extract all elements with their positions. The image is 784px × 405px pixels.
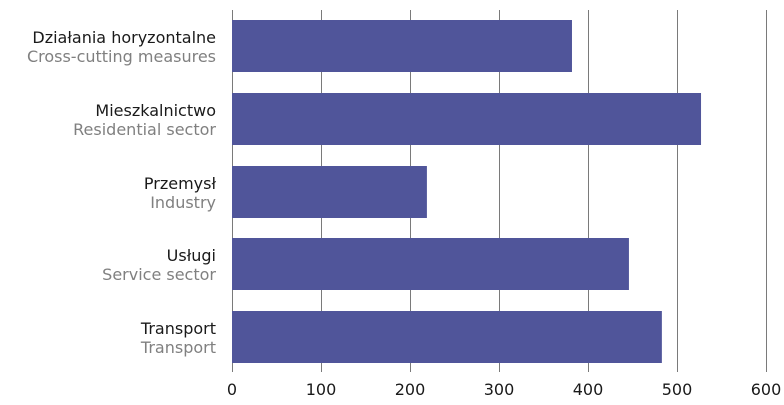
category-sublabel: Service sector [102,265,216,284]
category-label: Transport [140,319,216,338]
x-tick-label: 400 [573,380,604,399]
bar [232,93,701,145]
bars [232,20,701,363]
bar [232,166,427,218]
x-tick-label: 500 [662,380,693,399]
category-label: Działania horyzontalne [32,28,216,47]
x-tick-label: 0 [227,380,237,399]
category-sublabel: Transport [140,338,216,357]
bar [232,238,629,290]
x-tick-label: 600 [751,380,782,399]
x-tick-label: 200 [395,380,426,399]
x-tick-label: 100 [306,380,337,399]
x-axis-ticks: 0 100 200 300 400 500 600 [227,380,781,399]
category-label: Usługi [167,246,216,265]
bar [232,311,662,363]
category-label: Mieszkalnictwo [95,101,216,120]
x-tick-label: 300 [484,380,515,399]
category-sublabel: Cross-cutting measures [27,47,216,66]
bar [232,20,572,72]
category-sublabel: Residential sector [73,120,216,139]
category-label: Przemysł [144,174,217,193]
category-sublabel: Industry [150,193,216,212]
